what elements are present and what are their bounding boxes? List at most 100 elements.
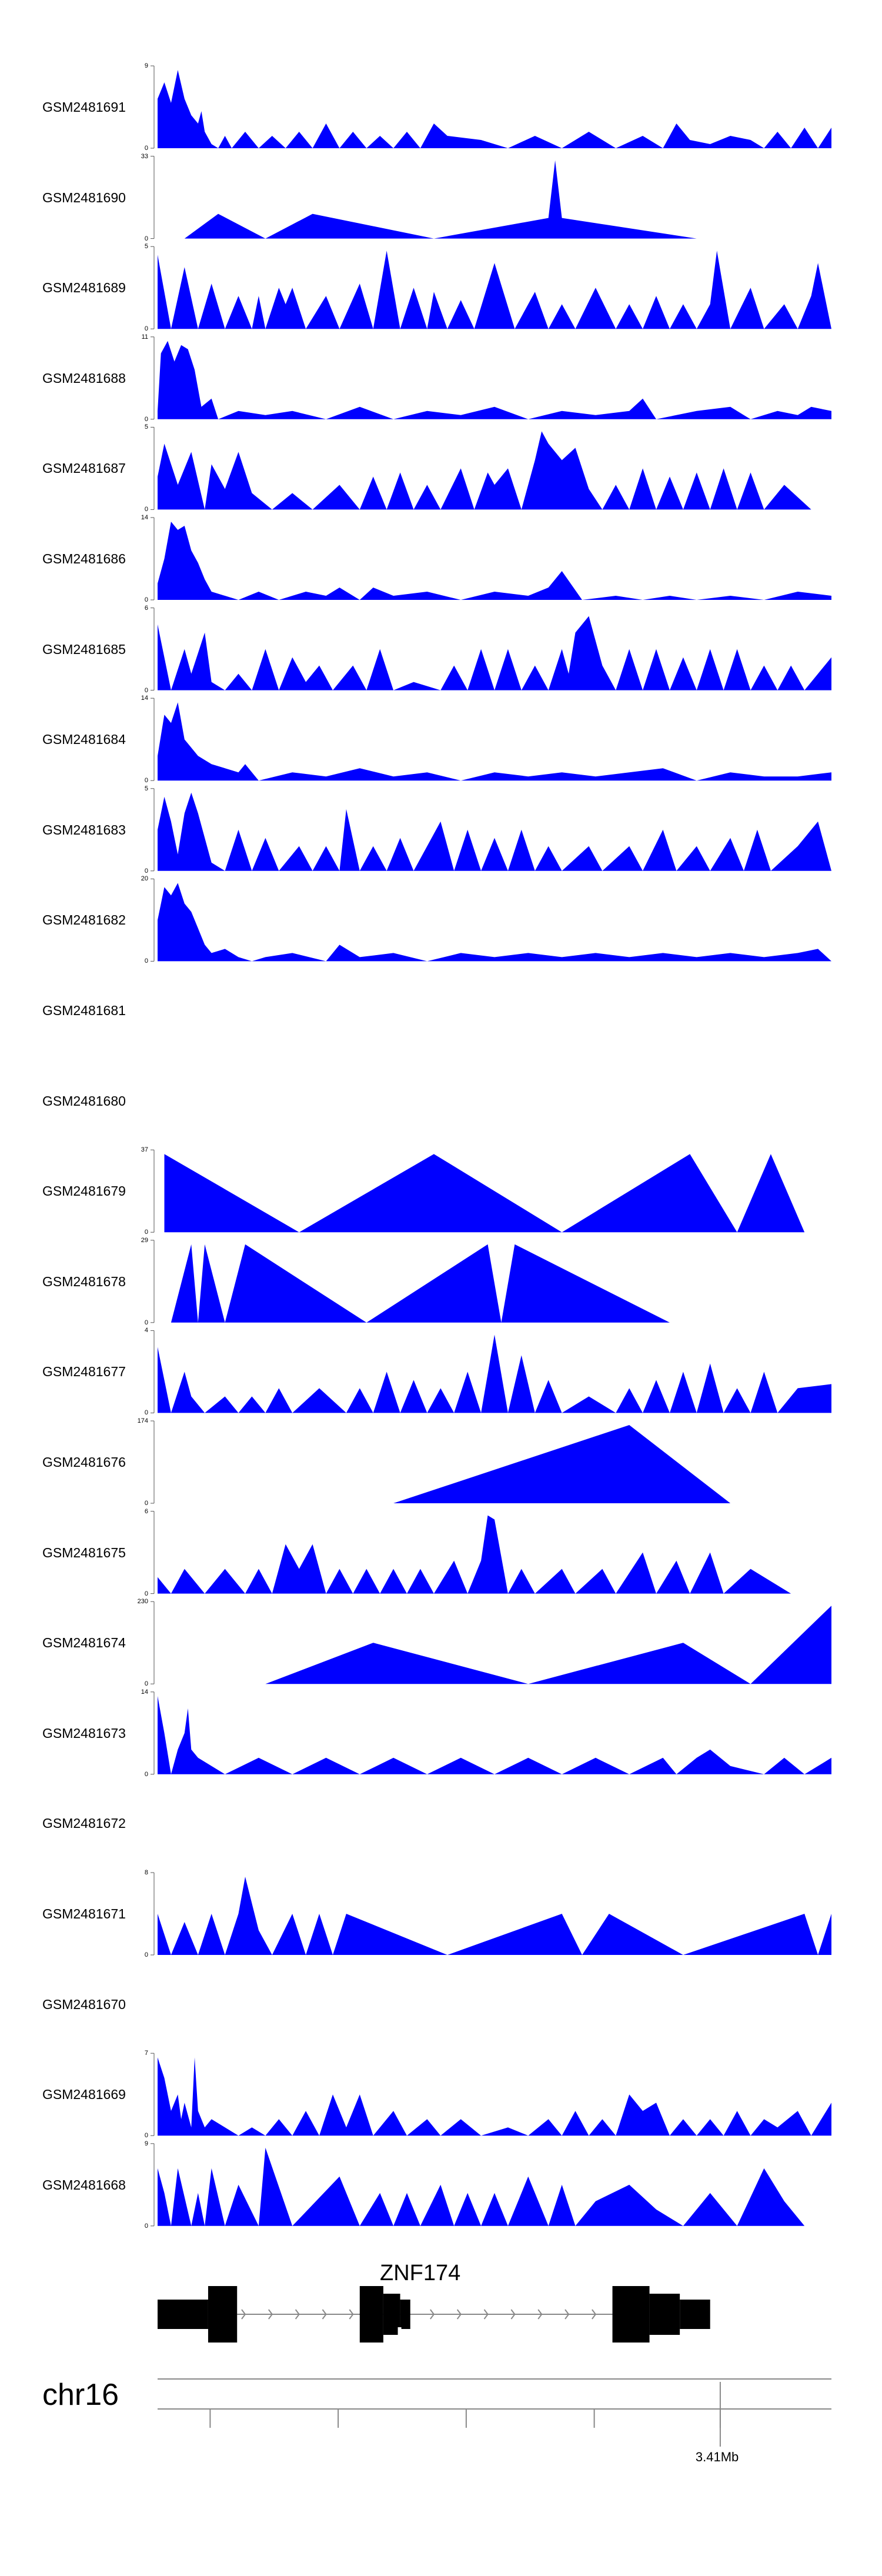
track-label-GSM2481689: GSM2481689 <box>42 280 126 296</box>
coverage-area-GSM2481675 <box>158 1515 791 1594</box>
track-label-GSM2481682: GSM2481682 <box>42 912 126 928</box>
y-min-label: 0 <box>144 1590 148 1597</box>
y-min-label: 0 <box>144 1409 148 1417</box>
coverage-area-GSM2481683 <box>158 792 831 871</box>
coverage-area-GSM2481691 <box>158 70 831 148</box>
track-label-GSM2481687: GSM2481687 <box>42 461 126 476</box>
strand-arrow <box>510 2309 516 2320</box>
track-label-GSM2481671: GSM2481671 <box>42 1906 126 1921</box>
gene-exon <box>208 2286 238 2343</box>
coverage-area-GSM2481668 <box>158 2147 805 2226</box>
track-label-GSM2481688: GSM2481688 <box>42 370 126 386</box>
y-max-label: 7 <box>144 2050 148 2057</box>
coverage-area-GSM2481687 <box>158 431 811 510</box>
coverage-area-GSM2481684 <box>158 702 831 781</box>
track-label-GSM2481690: GSM2481690 <box>42 189 126 205</box>
y-max-label: 230 <box>137 1598 148 1606</box>
coverage-area-GSM2481674 <box>265 1606 831 1684</box>
strand-arrow <box>241 2309 246 2320</box>
track-label-GSM2481679: GSM2481679 <box>42 1183 126 1199</box>
y-min-label: 0 <box>144 1500 148 1507</box>
exon-gap <box>397 2327 402 2344</box>
coverage-area-GSM2481673 <box>158 1696 831 1774</box>
strand-arrow <box>349 2309 354 2320</box>
coverage-area-GSM2481676 <box>393 1425 731 1503</box>
track-label-GSM2481674: GSM2481674 <box>42 1635 126 1651</box>
gene-exon <box>158 2300 208 2329</box>
y-min-label: 0 <box>144 415 148 423</box>
track-label-GSM2481678: GSM2481678 <box>42 1273 126 1289</box>
strand-arrow <box>537 2309 543 2320</box>
y-max-label: 14 <box>141 695 148 702</box>
coverage-area-GSM2481689 <box>158 251 831 329</box>
y-max-label: 37 <box>141 1146 148 1154</box>
y-max-label: 6 <box>144 604 148 612</box>
y-min-label: 0 <box>144 235 148 242</box>
track-label-GSM2481680: GSM2481680 <box>42 1093 126 1109</box>
track-label-GSM2481673: GSM2481673 <box>42 1725 126 1741</box>
y-max-label: 20 <box>141 875 148 883</box>
y-min-label: 0 <box>144 2222 148 2230</box>
coverage-area-GSM2481686 <box>158 522 831 600</box>
coverage-area-GSM2481669 <box>158 2057 831 2136</box>
y-min-label: 0 <box>144 325 148 333</box>
y-max-label: 5 <box>144 785 148 792</box>
coverage-area-GSM2481690 <box>184 160 697 239</box>
strand-arrow <box>592 2309 597 2320</box>
track-label-GSM2481683: GSM2481683 <box>42 822 126 837</box>
strand-arrow <box>564 2309 570 2320</box>
y-max-label: 9 <box>144 62 148 69</box>
y-max-label: 8 <box>144 1869 148 1876</box>
gene-exon <box>359 2286 383 2343</box>
track-label-GSM2481685: GSM2481685 <box>42 641 126 657</box>
y-min-label: 0 <box>144 1680 148 1688</box>
chromosome-label: chr16 <box>42 2378 119 2412</box>
strand-arrow <box>430 2309 435 2320</box>
gene-exon <box>612 2286 650 2343</box>
coverage-area-GSM2481677 <box>158 1334 831 1413</box>
track-label-GSM2481684: GSM2481684 <box>42 732 126 748</box>
y-max-label: 33 <box>141 152 148 160</box>
y-min-label: 0 <box>144 777 148 785</box>
track-label-GSM2481669: GSM2481669 <box>42 2087 126 2103</box>
track-label-GSM2481677: GSM2481677 <box>42 1364 126 1380</box>
y-max-label: 11 <box>141 333 148 341</box>
coverage-area-GSM2481679 <box>164 1154 805 1233</box>
gene-exon <box>680 2300 710 2329</box>
gene-exon <box>383 2294 400 2335</box>
track-label-GSM2481691: GSM2481691 <box>42 99 126 115</box>
y-min-label: 0 <box>144 596 148 603</box>
y-max-label: 9 <box>144 2140 148 2147</box>
coverage-area-GSM2481682 <box>158 883 831 962</box>
y-max-label: 14 <box>141 1688 148 1696</box>
y-min-label: 0 <box>144 1951 148 1958</box>
y-max-label: 6 <box>144 1507 148 1515</box>
y-min-label: 0 <box>144 145 148 152</box>
y-max-label: 5 <box>144 243 148 251</box>
strand-arrow <box>268 2309 273 2320</box>
track-label-GSM2481668: GSM2481668 <box>42 2177 126 2193</box>
y-max-label: 4 <box>144 1327 148 1334</box>
y-min-label: 0 <box>144 1229 148 1236</box>
y-max-label: 14 <box>141 514 148 521</box>
coverage-area-GSM2481678 <box>171 1244 670 1323</box>
track-label-GSM2481681: GSM2481681 <box>42 1003 126 1018</box>
y-min-label: 0 <box>144 867 148 875</box>
coverage-area-GSM2481685 <box>158 616 831 690</box>
y-max-label: 174 <box>137 1417 148 1424</box>
y-max-label: 29 <box>141 1236 148 1244</box>
y-max-label: 5 <box>144 423 148 431</box>
y-min-label: 0 <box>144 686 148 694</box>
track-label-GSM2481686: GSM2481686 <box>42 551 126 566</box>
track-label-GSM2481675: GSM2481675 <box>42 1544 126 1560</box>
strand-arrow <box>295 2309 300 2320</box>
y-min-label: 0 <box>144 1319 148 1326</box>
coverage-area-GSM2481688 <box>158 341 831 419</box>
y-min-label: 0 <box>144 2132 148 2140</box>
y-min-label: 0 <box>144 957 148 965</box>
track-label-GSM2481672: GSM2481672 <box>42 1816 126 1831</box>
gene-exon <box>400 2300 410 2329</box>
track-label-GSM2481676: GSM2481676 <box>42 1454 126 1470</box>
strand-arrow <box>322 2309 327 2320</box>
